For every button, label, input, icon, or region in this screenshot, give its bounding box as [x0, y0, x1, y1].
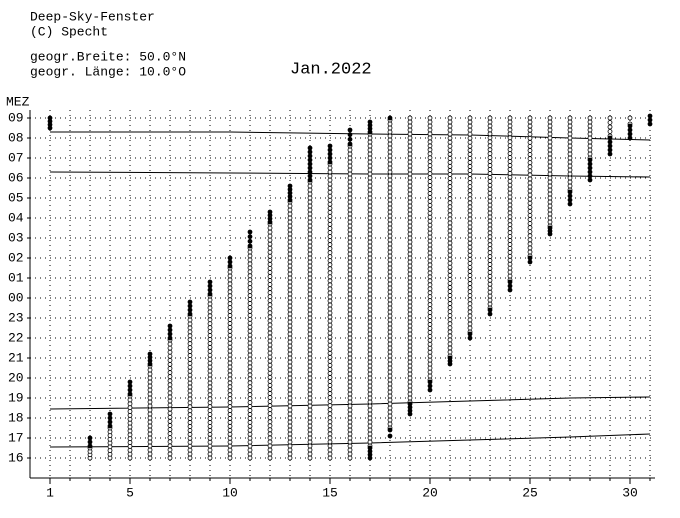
moon-window: [267, 209, 273, 225]
moon-window: [47, 115, 53, 131]
moon-window: [307, 145, 313, 183]
dark-window: [407, 115, 413, 405]
chart-title: Jan.2022: [290, 60, 372, 79]
moon-window: [567, 189, 573, 207]
y-axis-label: MEZ: [6, 94, 30, 109]
moon-window: [207, 279, 213, 297]
dark-window: [287, 199, 293, 461]
twilight-line: [50, 131, 651, 141]
dark-window: [167, 337, 173, 461]
moon-window: [347, 127, 353, 147]
moon-window: [127, 379, 133, 397]
y-tick-label: 17: [8, 430, 24, 445]
dark-window: [347, 143, 353, 461]
dark-window: [427, 115, 433, 383]
x-tick-label: 5: [126, 485, 134, 500]
dark-window: [327, 161, 333, 461]
y-tick-label: 19: [8, 390, 24, 405]
y-tick-label: 06: [8, 170, 24, 185]
y-tick-label: 07: [8, 150, 24, 165]
moon-window: [447, 355, 453, 367]
moon-window: [187, 299, 193, 317]
moon-window: [607, 135, 613, 157]
dark-window: [207, 293, 213, 461]
dark-window: [147, 363, 153, 461]
x-tick-label: 15: [322, 485, 338, 500]
y-tick-label: 03: [8, 230, 24, 245]
dark-window: [447, 115, 453, 359]
y-tick-label: 20: [8, 370, 24, 385]
moon-window: [387, 427, 393, 439]
dark-window: [507, 115, 513, 283]
y-tick-label: 22: [8, 330, 24, 345]
x-tick-label: 1: [46, 485, 54, 500]
y-tick-label: 23: [8, 310, 24, 325]
y-tick-label: 01: [8, 270, 24, 285]
x-tick-label: 30: [622, 485, 638, 500]
y-tick-label: 04: [8, 210, 24, 225]
dark-window: [547, 115, 553, 229]
dark-window: [367, 131, 373, 449]
y-tick-label: 05: [8, 190, 24, 205]
moon-window: [367, 119, 373, 135]
moon-window: [287, 183, 293, 203]
moon-window: [467, 331, 473, 341]
dark-window: [187, 313, 193, 461]
dark-window: [247, 245, 253, 461]
dark-window: [387, 117, 393, 431]
x-tick-label: 20: [422, 485, 438, 500]
moon-window: [427, 379, 433, 393]
y-tick-label: 21: [8, 350, 24, 365]
moon-window: [647, 113, 653, 127]
moon-window: [507, 279, 513, 293]
dark-window: [267, 221, 273, 461]
moon-window: [327, 143, 333, 165]
moon-window: [227, 255, 233, 269]
moon-window: [247, 229, 253, 249]
moon-window: [527, 255, 533, 265]
moon-window: [407, 401, 413, 417]
moon-window: [87, 435, 93, 449]
moon-window: [367, 445, 373, 461]
x-tick-label: 25: [522, 485, 538, 500]
dark-window: [127, 393, 133, 461]
dark-window: [567, 115, 573, 193]
dark-window: [487, 115, 493, 311]
moon-window: [107, 411, 113, 429]
y-tick-label: 16: [8, 450, 24, 465]
latitude: geogr.Breite: 50.0°N: [30, 49, 186, 64]
header-title: Deep-Sky-Fenster: [30, 9, 155, 24]
dark-window: [527, 115, 533, 259]
dark-window: [227, 265, 233, 461]
twilight-line: [49, 396, 651, 410]
moon-window: [627, 123, 633, 141]
dark-window: [307, 179, 313, 461]
twilight-line: [49, 171, 651, 178]
moon-window: [387, 115, 393, 121]
moon-window: [487, 307, 493, 317]
y-tick-label: 02: [8, 250, 24, 265]
dark-window: [467, 115, 473, 335]
y-tick-label: 09: [8, 110, 24, 125]
y-tick-label: 08: [8, 130, 24, 145]
dark-window: [587, 115, 593, 161]
y-tick-label: 18: [8, 410, 24, 425]
longitude: geogr. Länge: 10.0°O: [30, 64, 186, 79]
twilight-line: [49, 433, 651, 448]
dark-window: [107, 425, 113, 461]
moon-window: [587, 157, 593, 183]
y-tick-label: 00: [8, 290, 24, 305]
moon-window: [167, 323, 173, 341]
dark-window: [607, 115, 613, 139]
copyright: (C) Specht: [30, 24, 108, 39]
x-tick-label: 10: [222, 485, 238, 500]
moon-window: [147, 351, 153, 367]
moon-window: [547, 225, 553, 237]
